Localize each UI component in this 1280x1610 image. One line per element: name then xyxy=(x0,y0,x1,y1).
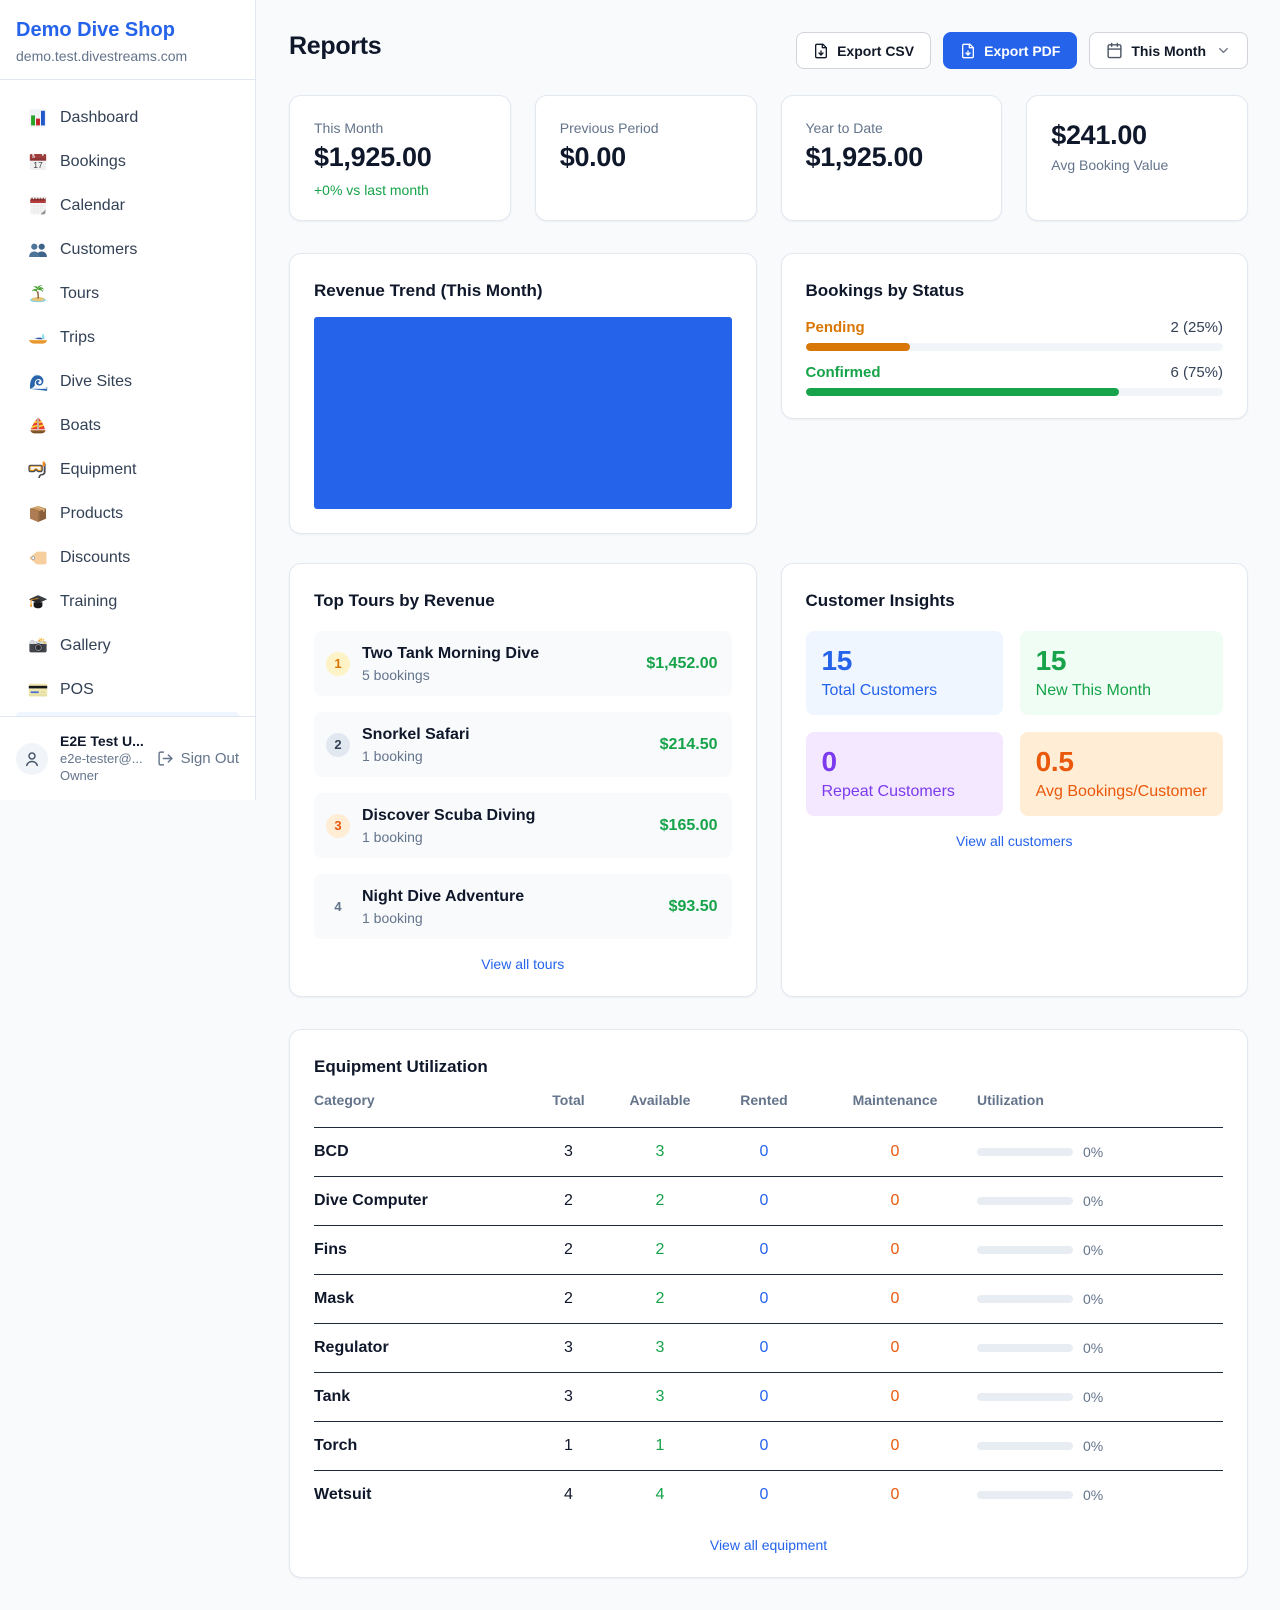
svg-text:17: 17 xyxy=(33,160,43,170)
svg-text:M: M xyxy=(32,155,35,159)
